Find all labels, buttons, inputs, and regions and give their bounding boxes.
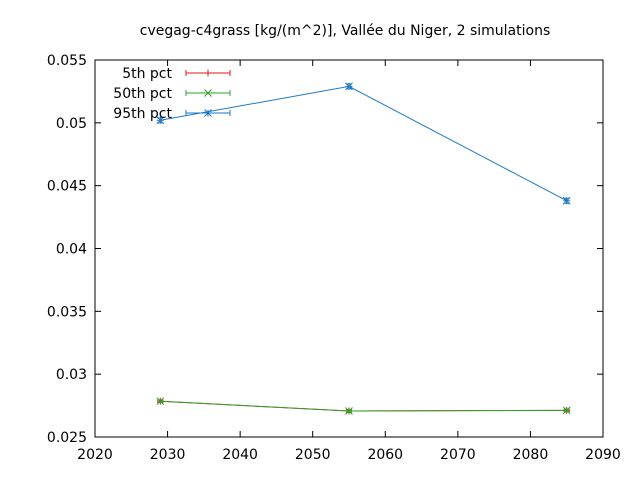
x-tick-label: 2070 bbox=[440, 447, 476, 463]
axes: 2020 2030 2040 2050 2060 2070 2080 2090 0.025 0.0… bbox=[47, 53, 621, 463]
series-line bbox=[160, 400, 567, 412]
series-line bbox=[160, 400, 567, 412]
series-50th-pct bbox=[156, 397, 571, 415]
chart-title: cvegag-c4grass [kg/(m^2)], Vallée du Nig… bbox=[140, 23, 550, 39]
x-tick-label: 2030 bbox=[150, 447, 186, 463]
x-tick-label: 2080 bbox=[513, 447, 549, 463]
data-point bbox=[345, 407, 353, 415]
legend-item: 50th pct bbox=[113, 86, 231, 102]
y-tick-label: 0.055 bbox=[47, 53, 87, 69]
marker-stroke bbox=[156, 397, 165, 406]
data-point bbox=[345, 82, 353, 91]
marker-stroke bbox=[345, 407, 353, 415]
marker-stroke bbox=[562, 196, 571, 205]
legend: 5th pct 50th pct 95th pct bbox=[113, 66, 231, 122]
y-tick-label: 0.035 bbox=[47, 304, 87, 320]
data-point bbox=[562, 196, 571, 205]
x-tick-label: 2060 bbox=[367, 447, 403, 463]
data-point bbox=[562, 406, 571, 415]
y-tick-label: 0.045 bbox=[47, 179, 87, 195]
marker-stroke bbox=[204, 109, 212, 117]
marker-stroke bbox=[345, 82, 353, 91]
y-tick-label: 0.03 bbox=[56, 367, 87, 383]
x-tick-label: 2050 bbox=[295, 447, 331, 463]
marker-stroke bbox=[156, 116, 165, 125]
y-tick-label: 0.05 bbox=[56, 116, 87, 132]
legend-marker bbox=[204, 89, 212, 97]
data-point bbox=[156, 116, 165, 125]
legend-item: 5th pct bbox=[122, 66, 231, 82]
series-line bbox=[160, 85, 567, 202]
x-tick-label: 2020 bbox=[77, 447, 113, 463]
legend-label: 95th pct bbox=[113, 106, 172, 122]
legend-label: 50th pct bbox=[113, 86, 172, 102]
x-tick-label: 2040 bbox=[222, 447, 258, 463]
legend-marker bbox=[204, 109, 212, 117]
x-tick-label: 2090 bbox=[585, 447, 621, 463]
series-layer bbox=[156, 82, 571, 415]
marker-stroke bbox=[562, 406, 571, 415]
legend-item: 95th pct bbox=[113, 106, 231, 122]
y-tick-label: 0.04 bbox=[56, 242, 87, 258]
marker-stroke bbox=[204, 89, 212, 97]
series-95th-pct bbox=[156, 82, 571, 205]
legend-marker bbox=[204, 69, 212, 77]
y-tick-label: 0.025 bbox=[47, 430, 87, 446]
series-5th-pct bbox=[156, 397, 571, 415]
data-point bbox=[156, 397, 165, 406]
legend-label: 5th pct bbox=[122, 66, 172, 82]
